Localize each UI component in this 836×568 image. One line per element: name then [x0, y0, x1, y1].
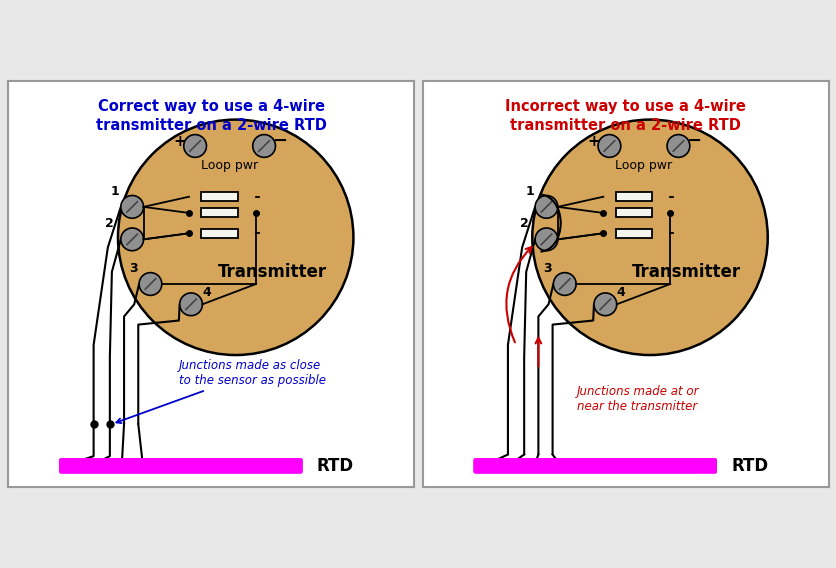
Text: RTD: RTD	[317, 457, 354, 475]
Bar	[201, 208, 237, 218]
Text: Loop pwr: Loop pwr	[614, 159, 671, 172]
Circle shape	[553, 273, 575, 295]
FancyBboxPatch shape	[473, 458, 716, 474]
Circle shape	[534, 195, 558, 218]
Text: 4: 4	[201, 286, 211, 299]
Text: 4: 4	[615, 286, 624, 299]
Ellipse shape	[118, 120, 353, 355]
Text: Correct way to use a 4-wire
transmitter on a 2-wire RTD: Correct way to use a 4-wire transmitter …	[96, 99, 326, 133]
Bar	[614, 208, 651, 218]
Circle shape	[666, 135, 689, 157]
Text: 2: 2	[519, 218, 528, 231]
Circle shape	[120, 228, 144, 250]
FancyBboxPatch shape	[59, 458, 303, 474]
Circle shape	[594, 293, 616, 316]
Text: 2: 2	[105, 218, 114, 231]
Circle shape	[184, 135, 206, 157]
Circle shape	[534, 228, 558, 250]
Text: Incorrect way to use a 4-wire
transmitter on a 2-wire RTD: Incorrect way to use a 4-wire transmitte…	[505, 99, 745, 133]
FancyBboxPatch shape	[59, 458, 303, 474]
Bar	[614, 229, 651, 238]
Circle shape	[139, 273, 161, 295]
Text: Transmitter: Transmitter	[217, 263, 326, 281]
Text: 1: 1	[110, 185, 120, 198]
Text: 3: 3	[129, 262, 138, 275]
FancyBboxPatch shape	[473, 458, 716, 474]
Text: −: −	[272, 132, 287, 150]
Text: Junctions made at or
near the transmitter: Junctions made at or near the transmitte…	[576, 386, 699, 414]
Text: +: +	[173, 133, 186, 149]
Circle shape	[598, 135, 620, 157]
Text: 1: 1	[524, 185, 533, 198]
Bar	[614, 192, 651, 201]
Text: 3: 3	[543, 262, 552, 275]
Text: RTD: RTD	[731, 457, 767, 475]
Bar	[201, 229, 237, 238]
Ellipse shape	[532, 120, 767, 355]
Text: Junctions made as close
to the sensor as possible: Junctions made as close to the sensor as…	[116, 360, 325, 423]
Text: −: −	[686, 132, 701, 150]
Text: Transmitter: Transmitter	[631, 263, 740, 281]
Circle shape	[180, 293, 202, 316]
Text: +: +	[587, 133, 599, 149]
Bar	[201, 192, 237, 201]
Circle shape	[120, 195, 144, 218]
Circle shape	[252, 135, 275, 157]
Text: Loop pwr: Loop pwr	[201, 159, 257, 172]
